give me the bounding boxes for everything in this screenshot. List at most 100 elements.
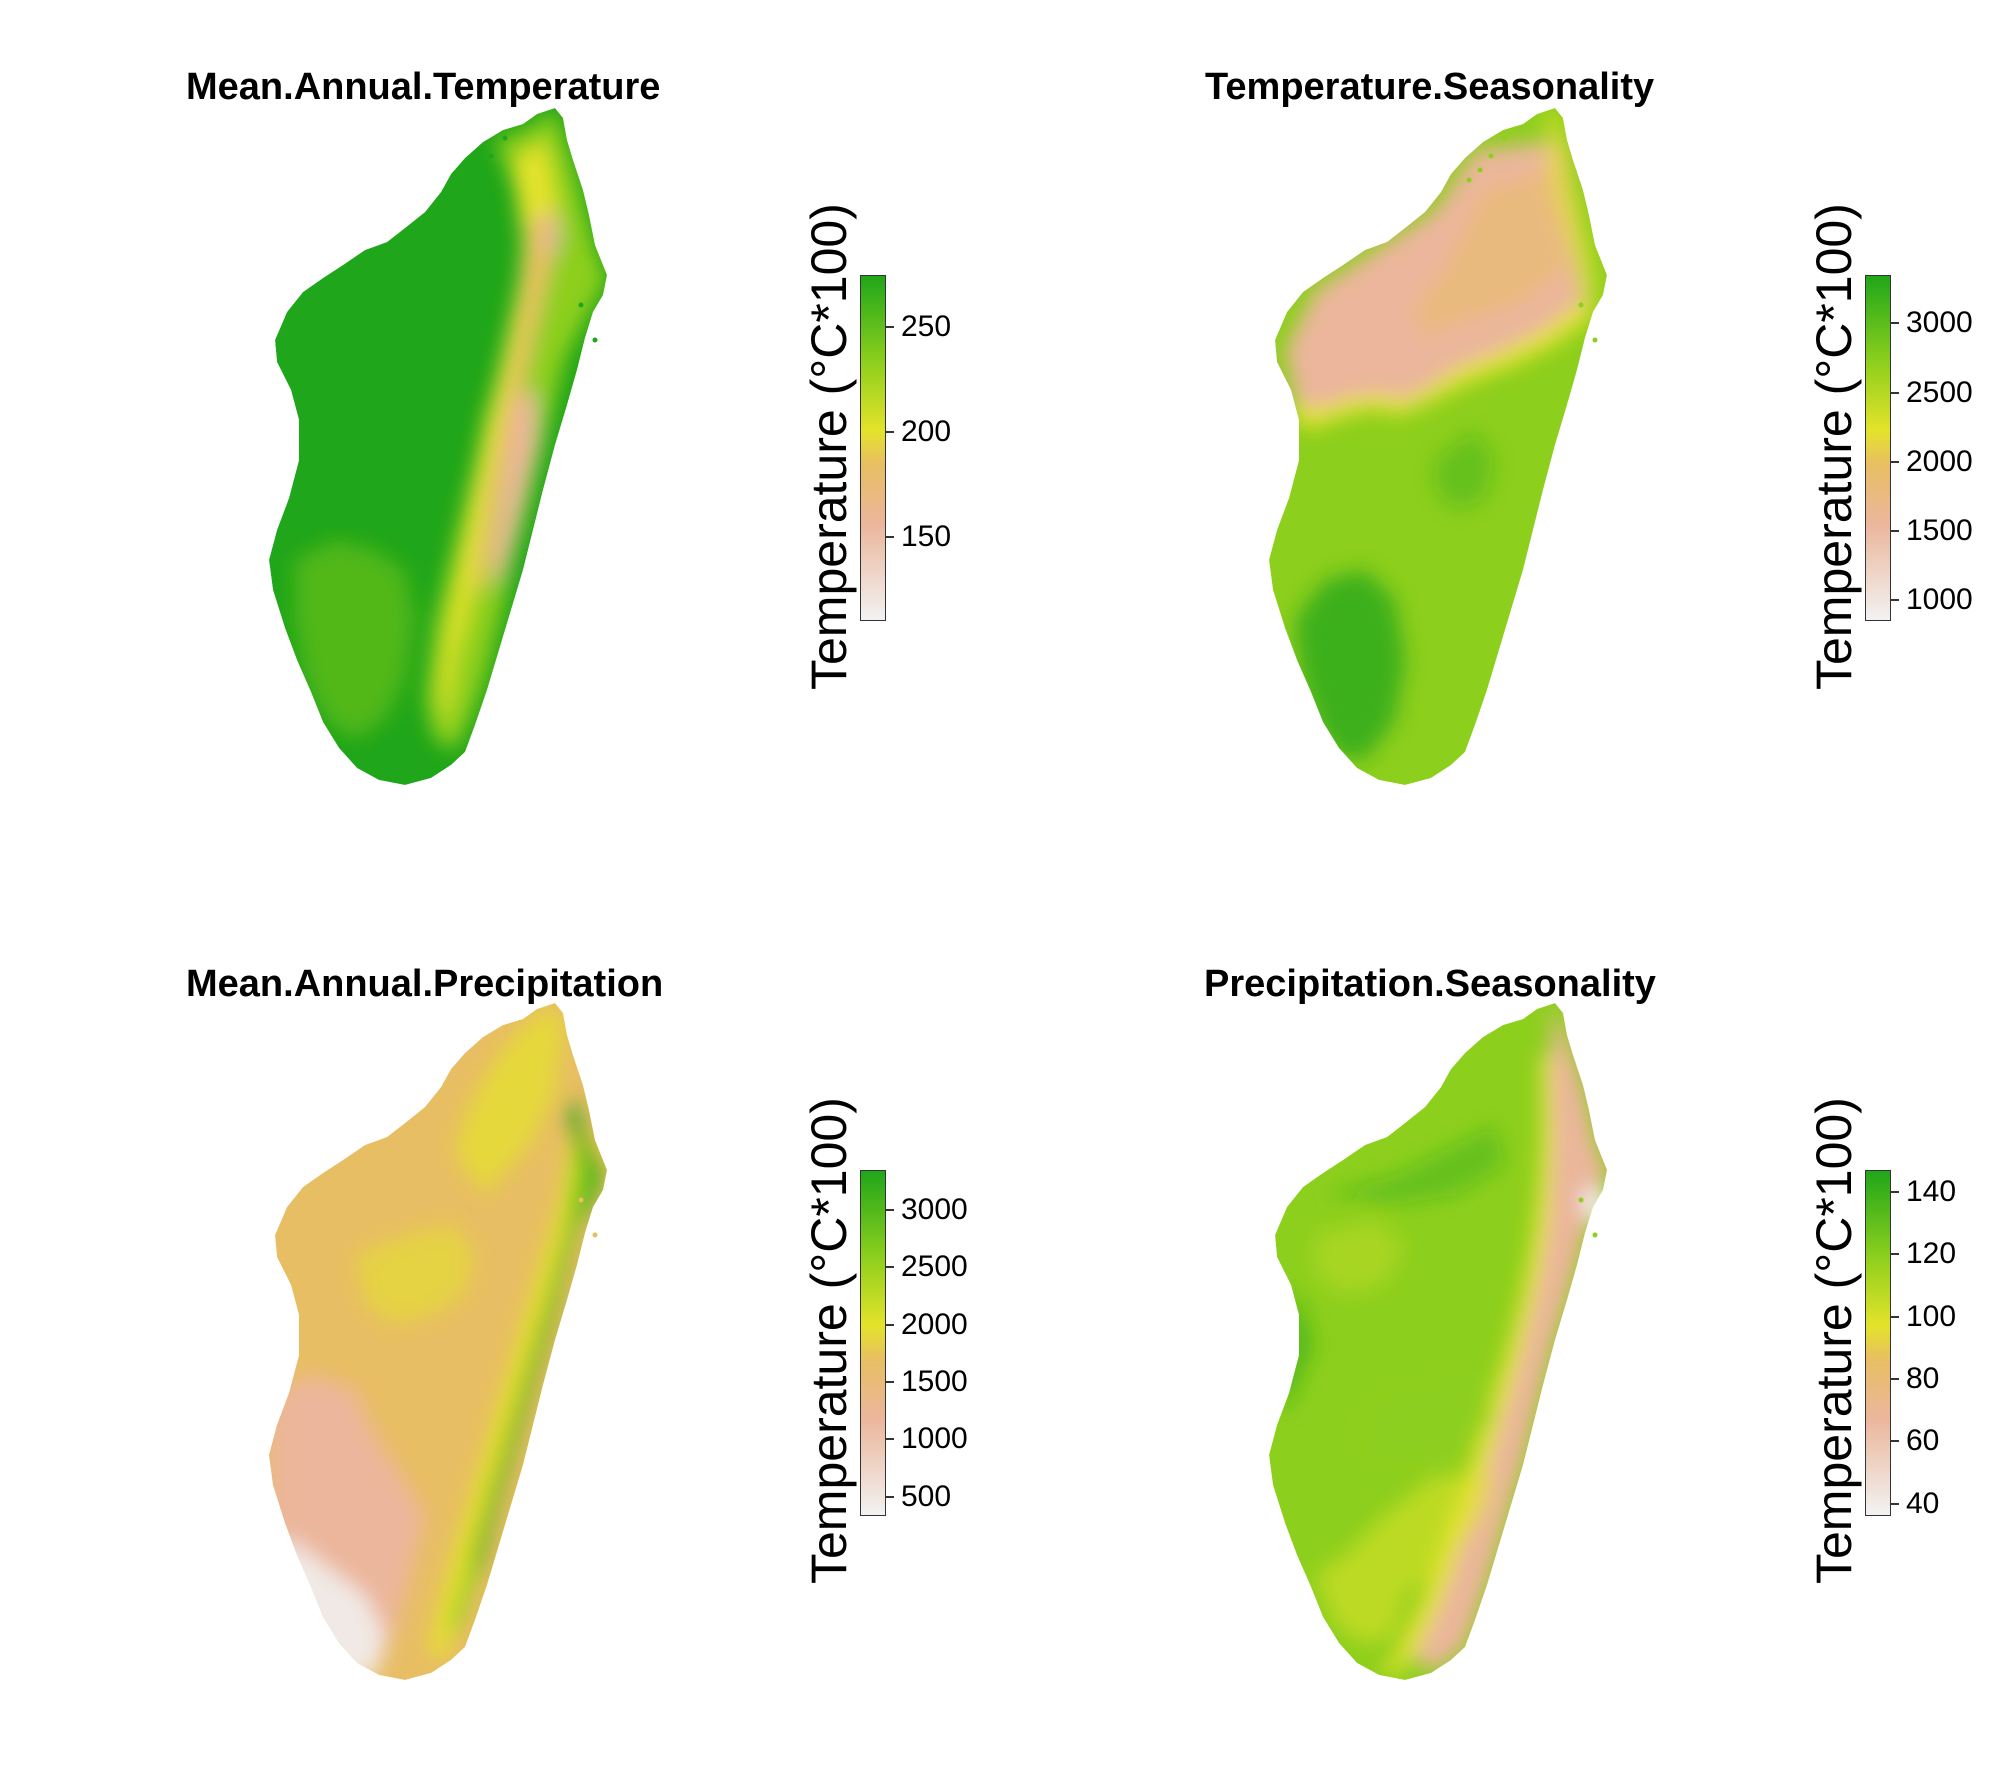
- colorbar-tick: 3000: [886, 1193, 968, 1227]
- tick-label: 140: [1906, 1174, 1957, 1208]
- islet: [1477, 167, 1483, 173]
- islet: [592, 337, 598, 343]
- map-region: [1545, 110, 1600, 305]
- madagascar-map: [1269, 108, 1607, 785]
- colorbar-tick: 1500: [886, 1365, 968, 1398]
- islet: [1488, 1048, 1494, 1054]
- colorbar-tick: 100: [1891, 1300, 1956, 1333]
- map-region: [455, 1005, 565, 1195]
- islet: [477, 1062, 483, 1068]
- map-region: [1315, 1475, 1495, 1645]
- tick-mark: [886, 326, 894, 329]
- tick-mark: [1891, 460, 1899, 463]
- tick-mark: [1891, 391, 1899, 394]
- islet: [578, 302, 584, 308]
- colorbar-tick: 140: [1891, 1174, 1957, 1208]
- panel-mean-annual-precipitation: Mean.Annual.Precipitation Temperature (°…: [0, 891, 1000, 1782]
- colorbar-tick: 500: [886, 1479, 952, 1513]
- colorbar-tick: 1000: [886, 1422, 968, 1456]
- tick-mark: [1891, 1377, 1899, 1380]
- tick-mark: [1891, 1315, 1899, 1318]
- panel-title: Mean.Annual.Temperature: [186, 66, 661, 108]
- colorbar-tick: 60: [1891, 1424, 1940, 1458]
- islet: [1578, 1197, 1584, 1203]
- tick-label: 500: [901, 1479, 952, 1513]
- tick-mark: [1891, 1440, 1899, 1443]
- islet: [1466, 1072, 1472, 1078]
- colorbar: [1865, 1170, 1891, 1516]
- colorbar-tick: 2500: [1891, 376, 1973, 409]
- colorbar-tick: 80: [1891, 1361, 1940, 1395]
- map-region: [567, 1095, 605, 1185]
- map-region: [1365, 1375, 1495, 1455]
- colorbar-tick: 40: [1891, 1486, 1940, 1520]
- colorbar-tick: 250: [886, 310, 952, 344]
- map-base: [1269, 1003, 1607, 1680]
- islet: [1466, 177, 1472, 183]
- madagascar-map: [269, 1003, 607, 1680]
- map-region: [1325, 1125, 1505, 1205]
- tick-label: 40: [1906, 1486, 1940, 1520]
- map-region: [1295, 570, 1405, 760]
- tick-mark: [1891, 599, 1899, 602]
- islet: [1488, 153, 1494, 159]
- tick-label: 200: [901, 415, 952, 449]
- panel-mean-annual-temperature: Mean.Annual.Temperature Temperature (°C*…: [0, 0, 1000, 891]
- tick-label: 60: [1906, 1424, 1940, 1458]
- colorbar-tick: 2500: [886, 1250, 968, 1284]
- panel-title: Mean.Annual.Precipitation: [186, 963, 664, 1005]
- tick-mark: [886, 1380, 894, 1383]
- islet: [502, 1030, 508, 1036]
- colorbar-tick: 200: [886, 415, 952, 449]
- tick-label: 2500: [901, 1250, 968, 1284]
- colorbar-tick: 120: [1891, 1237, 1957, 1271]
- colorbar-tick: 1000: [1891, 583, 1973, 617]
- legend-title: Temperature (°C*100): [801, 1097, 857, 1584]
- tick-label: 120: [1906, 1237, 1957, 1271]
- colorbar-tick: 1500: [1891, 514, 1973, 548]
- tick-label: 150: [901, 520, 952, 554]
- colorbar-tick: 150: [886, 520, 952, 554]
- map-region: [355, 1225, 475, 1325]
- map-region: [493, 390, 537, 590]
- tick-mark: [886, 431, 894, 434]
- panel-precipitation-seasonality: Precipitation.Seasonality Temperature (°…: [1000, 891, 2000, 1782]
- tick-mark: [1891, 1502, 1899, 1505]
- tick-mark: [1891, 530, 1899, 533]
- colorbar: [860, 1170, 886, 1516]
- panel-title: Temperature.Seasonality: [1205, 66, 1655, 108]
- map-region: [1415, 170, 1565, 340]
- tick-label: 1500: [1906, 514, 1973, 548]
- islet: [1502, 135, 1508, 141]
- islet: [488, 153, 494, 159]
- colorbar-tick: 3000: [1891, 306, 1973, 340]
- tick-label: 2000: [901, 1307, 968, 1341]
- map-region: [1295, 300, 1595, 430]
- madagascar-map: [269, 108, 607, 785]
- tick-mark: [1891, 322, 1899, 325]
- tick-label: 250: [901, 310, 952, 344]
- colorbar: [1865, 275, 1891, 621]
- tick-label: 3000: [1906, 306, 1973, 340]
- legend-title: Temperature (°C*100): [1806, 1097, 1862, 1584]
- tick-mark: [886, 1495, 894, 1498]
- tick-mark: [1891, 1190, 1899, 1193]
- map-region: [295, 540, 415, 740]
- islet: [502, 135, 508, 141]
- tick-label: 3000: [901, 1193, 968, 1227]
- map-region: [543, 210, 559, 260]
- tick-label: 2000: [1906, 444, 1973, 478]
- islet: [592, 1232, 598, 1238]
- map-region: [475, 210, 555, 600]
- islet: [1502, 1030, 1508, 1036]
- tick-mark: [886, 1266, 894, 1269]
- map-region: [1415, 1003, 1607, 1673]
- tick-label: 80: [1906, 1361, 1940, 1395]
- tick-label: 1000: [901, 1422, 968, 1456]
- tick-label: 1000: [1906, 583, 1973, 617]
- map-region: [1315, 1220, 1405, 1295]
- legend-title: Temperature (°C*100): [801, 203, 857, 690]
- islet: [477, 167, 483, 173]
- colorbar: [860, 275, 886, 621]
- islet: [466, 177, 472, 183]
